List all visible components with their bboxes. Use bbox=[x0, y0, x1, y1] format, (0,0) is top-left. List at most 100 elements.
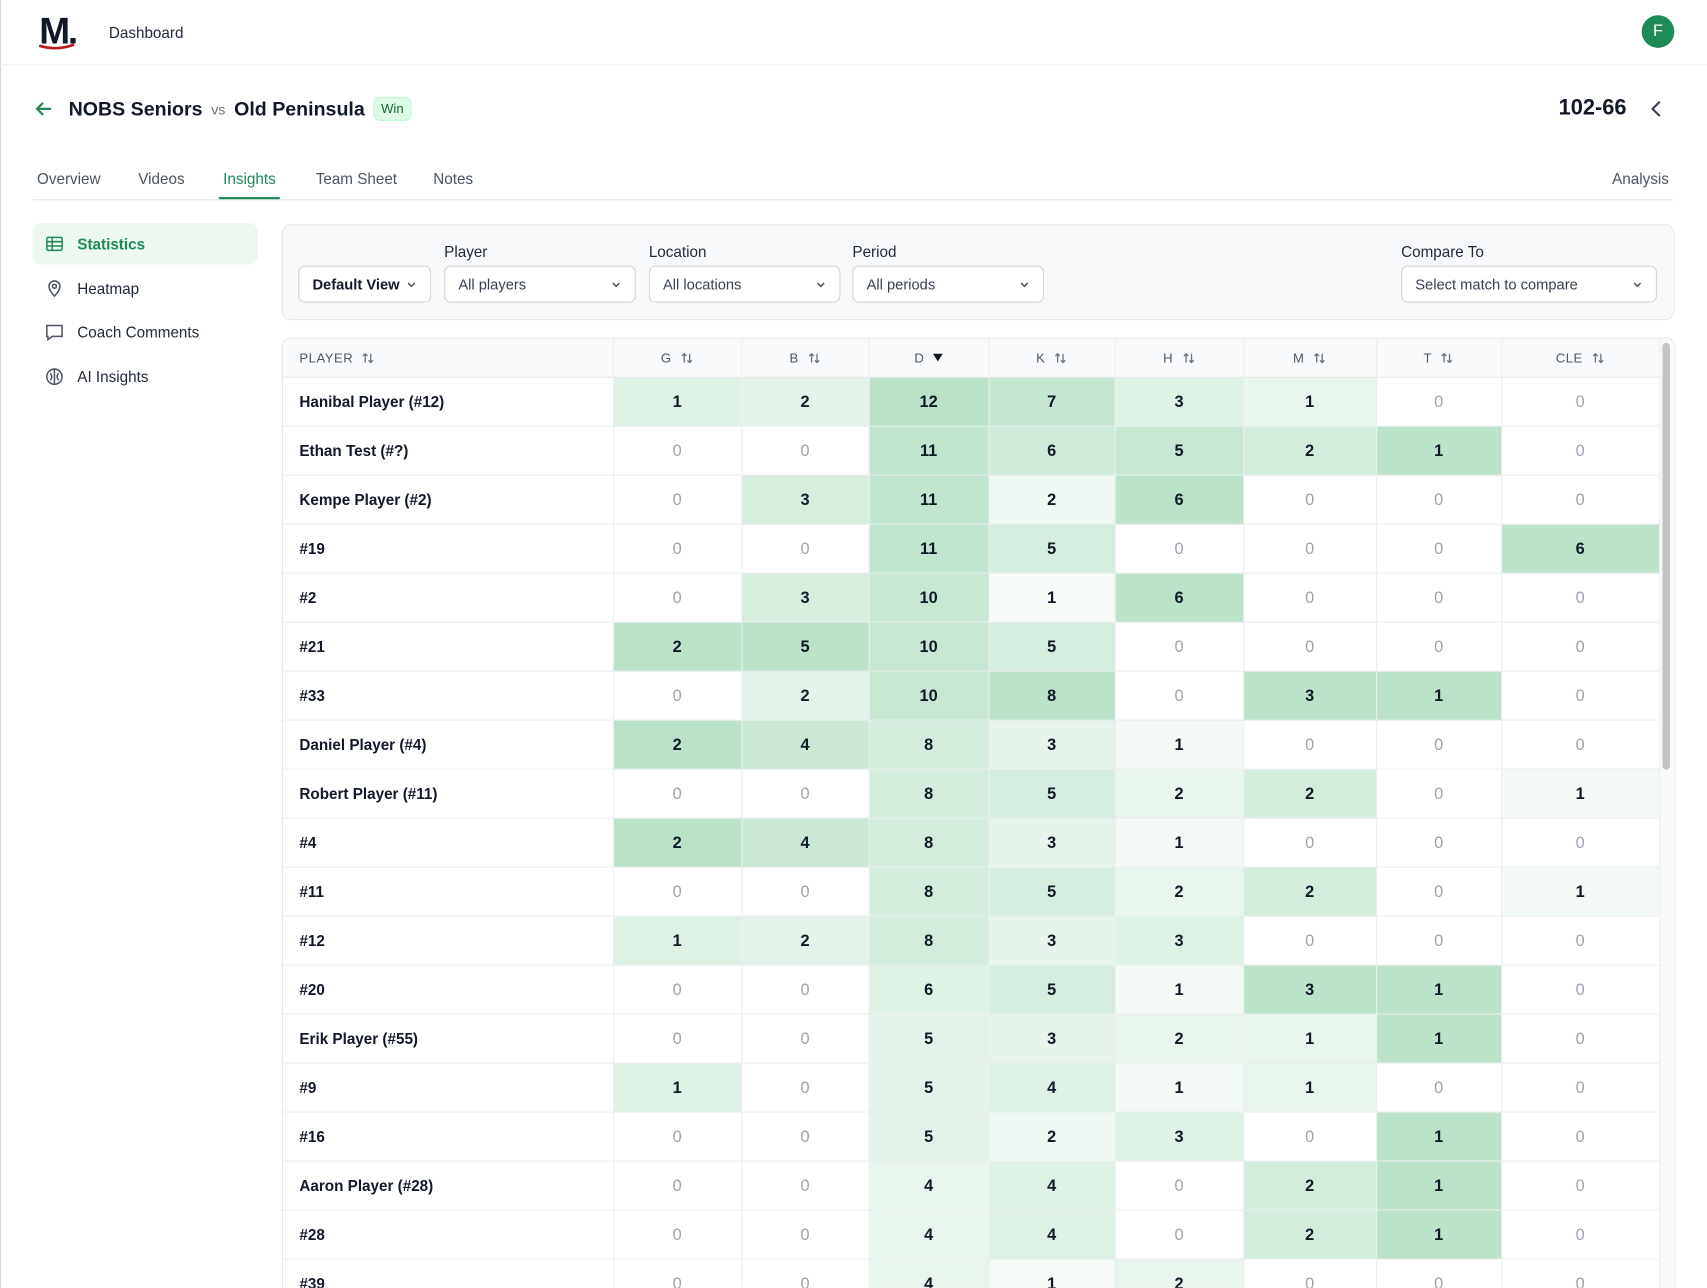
player-name: #4 bbox=[283, 819, 613, 868]
stat-cell: 4 bbox=[988, 1210, 1115, 1260]
stat-cell: 5 bbox=[988, 867, 1115, 917]
sidebar-label: AI Insights bbox=[77, 367, 149, 385]
stat-cell: 0 bbox=[1376, 819, 1502, 868]
stat-cell: 4 bbox=[988, 1063, 1115, 1113]
compare-select[interactable]: Select match to compare bbox=[1401, 265, 1657, 303]
filter-select[interactable]: All players bbox=[444, 265, 636, 303]
stat-cell: 0 bbox=[1501, 966, 1660, 1015]
stat-cell: 0 bbox=[612, 427, 742, 476]
stat-cell: 3 bbox=[988, 916, 1115, 966]
stat-cell: 0 bbox=[1376, 868, 1502, 917]
chevron bbox=[407, 282, 416, 288]
stat-cell: 0 bbox=[1114, 525, 1244, 574]
stat-cell: 0 bbox=[612, 868, 742, 917]
stat-cell: 3 bbox=[1114, 916, 1244, 966]
tab[interactable]: Notes bbox=[433, 169, 474, 188]
column-label: M bbox=[1293, 350, 1305, 366]
stats-table: PLAYER G B D K H M T CLE Hanibal Player (#12) 1 2 12… bbox=[281, 337, 1676, 1288]
stat-cell: 0 bbox=[1376, 770, 1502, 819]
collapse-button[interactable] bbox=[1646, 99, 1666, 119]
stat-cell: 0 bbox=[741, 966, 869, 1015]
column-header[interactable]: H bbox=[1114, 338, 1244, 378]
filter-select[interactable]: All locations bbox=[648, 265, 841, 303]
back-button[interactable] bbox=[33, 98, 55, 120]
tab[interactable]: Team Sheet bbox=[315, 169, 398, 188]
stat-cell: 0 bbox=[612, 574, 742, 623]
stat-cell: 0 bbox=[613, 1260, 741, 1288]
column-label: CLE bbox=[1555, 350, 1583, 366]
sort-icon bbox=[1314, 352, 1326, 363]
stat-cell: 2 bbox=[612, 720, 742, 770]
player-name: #21 bbox=[283, 623, 613, 672]
sort-icon bbox=[808, 352, 820, 363]
stat-cell: 5 bbox=[868, 1014, 989, 1064]
nav-link[interactable]: Dashboard bbox=[108, 23, 184, 42]
stat-cell: 10 bbox=[868, 573, 989, 623]
player-name: #9 bbox=[283, 1064, 613, 1113]
stat-cell: 0 bbox=[1114, 623, 1244, 672]
stat-cell: 0 bbox=[1501, 1064, 1660, 1113]
stat-cell: 8 bbox=[868, 916, 989, 966]
tab[interactable]: Analysis bbox=[1612, 169, 1669, 188]
stat-cell: 3 bbox=[988, 1014, 1115, 1064]
tab[interactable]: Videos bbox=[138, 169, 185, 188]
stat-cell: 0 bbox=[1501, 1113, 1660, 1162]
column-header[interactable]: G bbox=[612, 338, 742, 378]
column-header[interactable]: B bbox=[741, 338, 869, 378]
stat-cell: 4 bbox=[741, 720, 869, 770]
stat-cell: 4 bbox=[868, 1161, 989, 1211]
column-header[interactable]: M bbox=[1243, 338, 1377, 378]
column-divider bbox=[1376, 338, 1378, 1288]
column-header[interactable]: K bbox=[988, 338, 1115, 378]
column-label: B bbox=[789, 350, 799, 366]
column-header[interactable]: PLAYER bbox=[283, 338, 613, 378]
filter-value: All periods bbox=[866, 275, 936, 293]
stat-cell: 5 bbox=[868, 1112, 989, 1162]
column-header[interactable]: D bbox=[868, 338, 989, 378]
sidebar-item[interactable]: Coach Comments bbox=[33, 311, 258, 352]
stat-cell: 6 bbox=[1114, 573, 1244, 623]
filter-select[interactable]: All periods bbox=[852, 265, 1045, 303]
stat-cell: 0 bbox=[1243, 1260, 1376, 1288]
scroll-thumb[interactable] bbox=[1662, 342, 1670, 770]
stat-cell: 0 bbox=[612, 476, 742, 525]
stat-cell: 2 bbox=[1243, 1210, 1377, 1260]
stat-cell: 1 bbox=[1376, 965, 1502, 1015]
stat-cell: 1 bbox=[1376, 1112, 1502, 1162]
stat-cell: 5 bbox=[988, 769, 1115, 819]
stat-cell: 0 bbox=[1501, 1015, 1660, 1064]
column-header[interactable]: CLE bbox=[1501, 338, 1660, 378]
column-divider bbox=[741, 338, 743, 1288]
column-divider bbox=[1243, 338, 1245, 1288]
column-header[interactable]: T bbox=[1376, 338, 1502, 378]
column-divider bbox=[988, 338, 990, 1288]
stat-cell: 0 bbox=[1114, 1211, 1244, 1260]
stat-cell: 0 bbox=[1501, 476, 1660, 525]
stat-cell: 1 bbox=[1501, 867, 1660, 917]
chevron bbox=[1020, 282, 1029, 288]
tab[interactable]: Overview bbox=[37, 169, 101, 188]
stat-cell: 5 bbox=[988, 965, 1115, 1015]
stat-cell: 0 bbox=[1376, 525, 1502, 574]
brand-swoosh bbox=[38, 43, 75, 50]
sidebar-item[interactable]: AI Insights bbox=[33, 355, 258, 396]
stat-cell: 5 bbox=[1114, 426, 1244, 476]
chevron bbox=[1633, 282, 1642, 288]
sidebar-item[interactable]: Statistics bbox=[32, 223, 259, 265]
stat-cell: 2 bbox=[1243, 1161, 1377, 1211]
sidebar-item[interactable]: Heatmap bbox=[33, 267, 258, 308]
avatar[interactable]: F bbox=[1641, 15, 1675, 48]
player-name: Erik Player (#55) bbox=[283, 1015, 613, 1064]
stat-cell: 6 bbox=[1114, 475, 1244, 525]
stat-cell: 2 bbox=[1243, 867, 1377, 917]
stat-cell: 0 bbox=[1243, 623, 1377, 672]
sidebar-label: Statistics bbox=[77, 235, 146, 253]
stat-cell: 0 bbox=[612, 966, 742, 1015]
tab[interactable]: Insights bbox=[218, 170, 281, 200]
stat-cell: 0 bbox=[1501, 1260, 1659, 1288]
view-select[interactable]: Default View bbox=[298, 265, 432, 303]
player-name: Hanibal Player (#12) bbox=[283, 378, 613, 427]
stat-cell: 1 bbox=[1114, 818, 1244, 868]
